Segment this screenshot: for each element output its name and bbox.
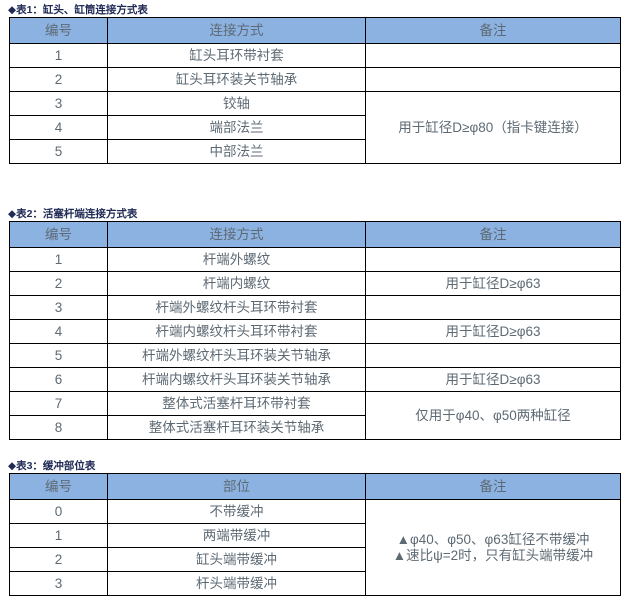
- cell-no: 2: [9, 67, 108, 92]
- cell-method: 杆端内螺纹: [107, 271, 366, 296]
- cell-no: 5: [9, 343, 108, 368]
- cell-remark: 用于缸径D≥φ63: [365, 367, 621, 392]
- cell-method: 杆端内螺纹杆头耳环带衬套: [107, 319, 366, 344]
- cell-part: 杆头端带缓冲: [107, 571, 366, 596]
- cell-part: 两端带缓冲: [107, 523, 366, 548]
- cell-no: 5: [9, 139, 108, 164]
- table-row: 3 杆端外螺纹杆头耳环带衬套: [9, 295, 621, 320]
- cell-method: 杆端外螺纹: [107, 247, 366, 272]
- cell-method: 整体式活塞杆耳环带衬套: [107, 391, 366, 416]
- table-header-row: 编号 部位 备注: [9, 473, 621, 500]
- cell-no: 2: [9, 271, 108, 296]
- table-3-section: ◆表3：缓冲部位表 编号 部位 备注 0 不带缓冲 ▲φ40、φ50、φ63缸径…: [0, 460, 630, 596]
- cell-method: 中部法兰: [107, 139, 366, 164]
- cell-no: 2: [9, 547, 108, 572]
- cell-remark: [365, 247, 621, 272]
- table-header-row: 编号 连接方式 备注: [9, 17, 621, 44]
- table-header-row: 编号 连接方式 备注: [9, 221, 621, 248]
- cell-no: 3: [9, 295, 108, 320]
- cell-remark: 用于缸径D≥φ63: [365, 319, 621, 344]
- table-3-title: ◆表3：缓冲部位表: [8, 460, 96, 472]
- cell-remark: 用于缸径D≥φ63: [365, 271, 621, 296]
- table-row: 0 不带缓冲 ▲φ40、φ50、φ63缸径不带缓冲 ▲速比ψ=2时，只有缸头端带…: [9, 499, 621, 596]
- table-2-header-remark: 备注: [365, 221, 621, 248]
- table-row: 2 缸头耳环装关节轴承: [9, 67, 621, 92]
- table-2-title: ◆表2：活塞杆端连接方式表: [8, 208, 138, 220]
- cell-no: 1: [9, 247, 108, 272]
- cell-remark: [365, 343, 621, 368]
- cell-no: 3: [9, 91, 108, 116]
- table-3: 编号 部位 备注 0 不带缓冲 ▲φ40、φ50、φ63缸径不带缓冲 ▲速比ψ=…: [9, 473, 621, 596]
- cell-remark-merged: 仅用于φ40、φ50两种缸径: [365, 391, 621, 440]
- cell-no: 7: [9, 391, 108, 416]
- cell-remark-merged: 用于缸径D≥φ80（指卡键连接）: [365, 91, 621, 164]
- table-2: 编号 连接方式 备注 1 杆端外螺纹 2 杆端内螺纹 用于缸径D≥φ63 3: [9, 221, 621, 440]
- cell-method: 缸头耳环装关节轴承: [107, 67, 366, 92]
- table-row: 2 杆端内螺纹 用于缸径D≥φ63: [9, 271, 621, 296]
- table-row: 1 两端带缓冲: [9, 523, 621, 548]
- table-row: 4 杆端内螺纹杆头耳环带衬套 用于缸径D≥φ63: [9, 319, 621, 344]
- table-row: 1 缸头耳环带衬套: [9, 43, 621, 68]
- cell-remark: [365, 295, 621, 320]
- table-row: 5 杆端外螺纹杆头耳环装关节轴承: [9, 343, 621, 368]
- cell-no: 0: [9, 499, 108, 524]
- table-2-header-no: 编号: [9, 221, 108, 248]
- cell-no: 6: [9, 367, 108, 392]
- remark-line-1: ▲φ40、φ50、φ63缸径不带缓冲: [396, 531, 590, 547]
- cell-method: 杆端外螺纹杆头耳环装关节轴承: [107, 343, 366, 368]
- table-2-header-method: 连接方式: [107, 221, 366, 248]
- cell-method: 杆端外螺纹杆头耳环带衬套: [107, 295, 366, 320]
- cell-method: 缸头耳环带衬套: [107, 43, 366, 68]
- table-row: 1 杆端外螺纹: [9, 247, 621, 272]
- cell-remark-merged: ▲φ40、φ50、φ63缸径不带缓冲 ▲速比ψ=2时，只有缸头端带缓冲: [365, 499, 621, 596]
- table-1-section: ◆表1：缸头、缸筒连接方式表 编号 连接方式 备注 1 缸头耳环带衬套: [0, 4, 630, 164]
- table-3-header-remark: 备注: [365, 473, 621, 500]
- table-1: 编号 连接方式 备注 1 缸头耳环带衬套 2 缸头耳环装关节轴承 3: [9, 17, 621, 164]
- table-row: 5 中部法兰: [9, 139, 621, 164]
- cell-method: 端部法兰: [107, 115, 366, 140]
- table-row: 3 杆头端带缓冲: [9, 571, 621, 596]
- cell-method: 铰轴: [107, 91, 366, 116]
- remark-line-2: ▲速比ψ=2时，只有缸头端带缓冲: [392, 547, 594, 563]
- cell-part: 缸头端带缓冲: [107, 547, 366, 572]
- cell-no: 3: [9, 571, 108, 596]
- table-1-header-method: 连接方式: [107, 17, 366, 44]
- table-1-header-no: 编号: [9, 17, 108, 44]
- table-2-section: ◆表2：活塞杆端连接方式表 编号 连接方式 备注 1 杆端外螺纹 2: [0, 208, 630, 440]
- table-row: 3 铰轴 用于缸径D≥φ80（指卡键连接）: [9, 91, 621, 164]
- cell-remark: [365, 43, 621, 68]
- table-row: 6 杆端内螺纹杆头耳环装关节轴承 用于缸径D≥φ63: [9, 367, 621, 392]
- cell-no: 4: [9, 115, 108, 140]
- cell-remark: [365, 67, 621, 92]
- cell-no: 1: [9, 43, 108, 68]
- table-row: 7 整体式活塞杆耳环带衬套 仅用于φ40、φ50两种缸径: [9, 391, 621, 440]
- table-3-header-part: 部位: [107, 473, 366, 500]
- cell-part: 不带缓冲: [107, 499, 366, 524]
- table-1-header-remark: 备注: [365, 17, 621, 44]
- cell-no: 1: [9, 523, 108, 548]
- cell-no: 4: [9, 319, 108, 344]
- table-row: 2 缸头端带缓冲: [9, 547, 621, 572]
- cell-method: 杆端内螺纹杆头耳环装关节轴承: [107, 367, 366, 392]
- table-1-title: ◆表1：缸头、缸筒连接方式表: [8, 4, 148, 16]
- table-row: 8 整体式活塞杆耳环装关节轴承: [9, 415, 621, 440]
- cell-method: 整体式活塞杆耳环装关节轴承: [107, 415, 366, 440]
- cell-no: 8: [9, 415, 108, 440]
- table-3-header-no: 编号: [9, 473, 108, 500]
